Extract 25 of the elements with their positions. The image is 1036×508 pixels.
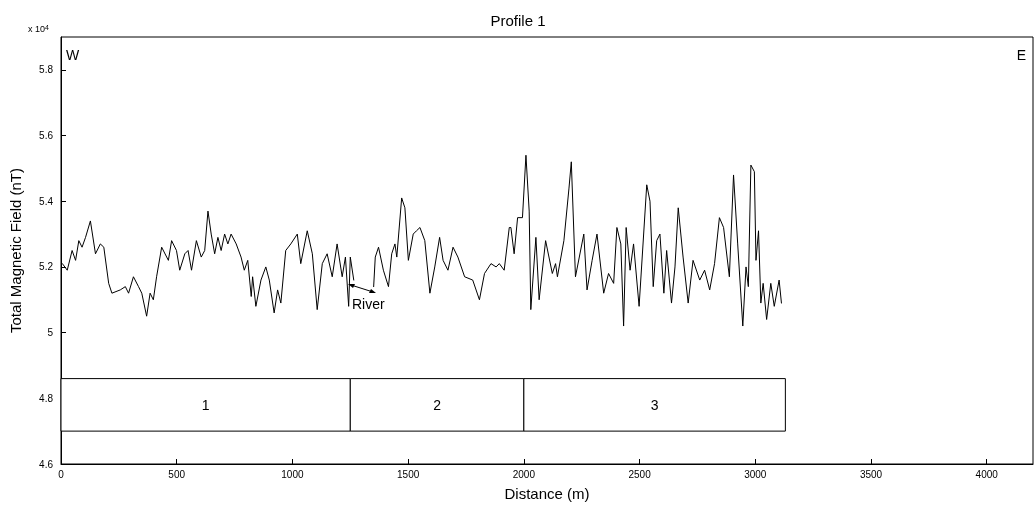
annotation: E bbox=[1016, 47, 1027, 63]
y-tick-label: 5.8 bbox=[39, 64, 54, 76]
x-tick-label: 2500 bbox=[628, 468, 652, 480]
x-tick-label: 3500 bbox=[859, 468, 883, 480]
band-label: 2 bbox=[433, 396, 442, 413]
y-tick-label: 5.6 bbox=[39, 130, 54, 142]
y-tick-label: 5.4 bbox=[39, 195, 54, 207]
x-tick-label: 1500 bbox=[397, 468, 420, 480]
y-tick-label: 4.8 bbox=[39, 392, 54, 404]
x-tick-label: 1000 bbox=[281, 468, 304, 480]
annotation: W bbox=[66, 47, 80, 63]
band-label: 1 bbox=[201, 396, 210, 413]
y-tick-label: 5.2 bbox=[39, 261, 54, 273]
x-axis-title: Distance (m) bbox=[504, 485, 590, 502]
y-tick-label: 5 bbox=[47, 327, 54, 339]
x-tick-label: 0 bbox=[58, 468, 65, 480]
x-tick-label: 4000 bbox=[975, 468, 999, 480]
annotation: River bbox=[352, 296, 386, 312]
y-tick-label: 4.6 bbox=[39, 458, 54, 470]
band-label: 3 bbox=[650, 396, 659, 413]
chart-title: Profile 1 bbox=[490, 12, 546, 29]
x-tick-label: 2000 bbox=[512, 468, 536, 480]
y-axis-title: Total Magnetic Field (nT) bbox=[7, 167, 24, 334]
x-tick-label: 500 bbox=[168, 468, 186, 480]
x-tick-label: 3000 bbox=[744, 468, 767, 480]
